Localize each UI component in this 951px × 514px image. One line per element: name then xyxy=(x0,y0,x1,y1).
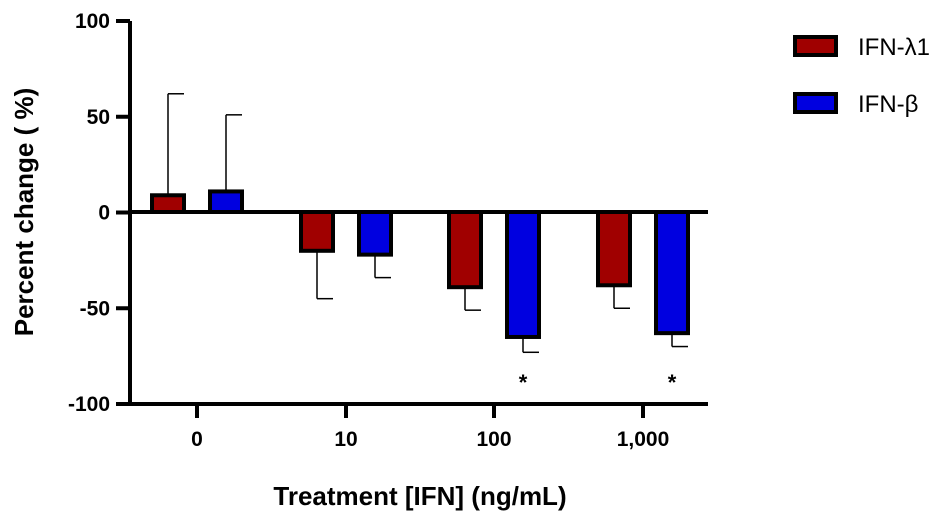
bar xyxy=(357,210,393,257)
annotations-layer: * * xyxy=(519,370,677,395)
x-tick-label: 100 xyxy=(476,428,511,451)
legend: IFN-λ1 IFN-β xyxy=(793,34,930,118)
y-tick-label: 100 xyxy=(75,10,110,33)
y-tick-label: 50 xyxy=(87,106,110,129)
legend-label: IFN-λ1 xyxy=(858,34,930,61)
x-tick-label: 1,000 xyxy=(617,428,670,451)
bar xyxy=(299,210,335,253)
y-tick-label: -100 xyxy=(68,393,110,416)
x-tick-label: 10 xyxy=(334,428,357,451)
legend-swatch xyxy=(793,35,838,57)
legend-label: IFN-β xyxy=(858,91,918,118)
bar xyxy=(654,210,690,336)
significance-marker: * xyxy=(668,370,677,395)
bar xyxy=(505,210,541,339)
bars-layer xyxy=(150,93,690,354)
legend-swatch xyxy=(793,92,838,114)
y-tick-label: -50 xyxy=(80,297,110,320)
y-axis-title: Percent change ( %) xyxy=(9,88,39,337)
bar xyxy=(596,210,632,288)
bar xyxy=(447,210,483,290)
y-tick-label: 0 xyxy=(98,202,110,225)
significance-marker: * xyxy=(519,370,528,395)
bar xyxy=(208,189,244,214)
x-tick-label: 0 xyxy=(191,428,203,451)
x-axis-title: Treatment [IFN] (ng/mL) xyxy=(273,481,566,511)
bar xyxy=(150,193,186,214)
